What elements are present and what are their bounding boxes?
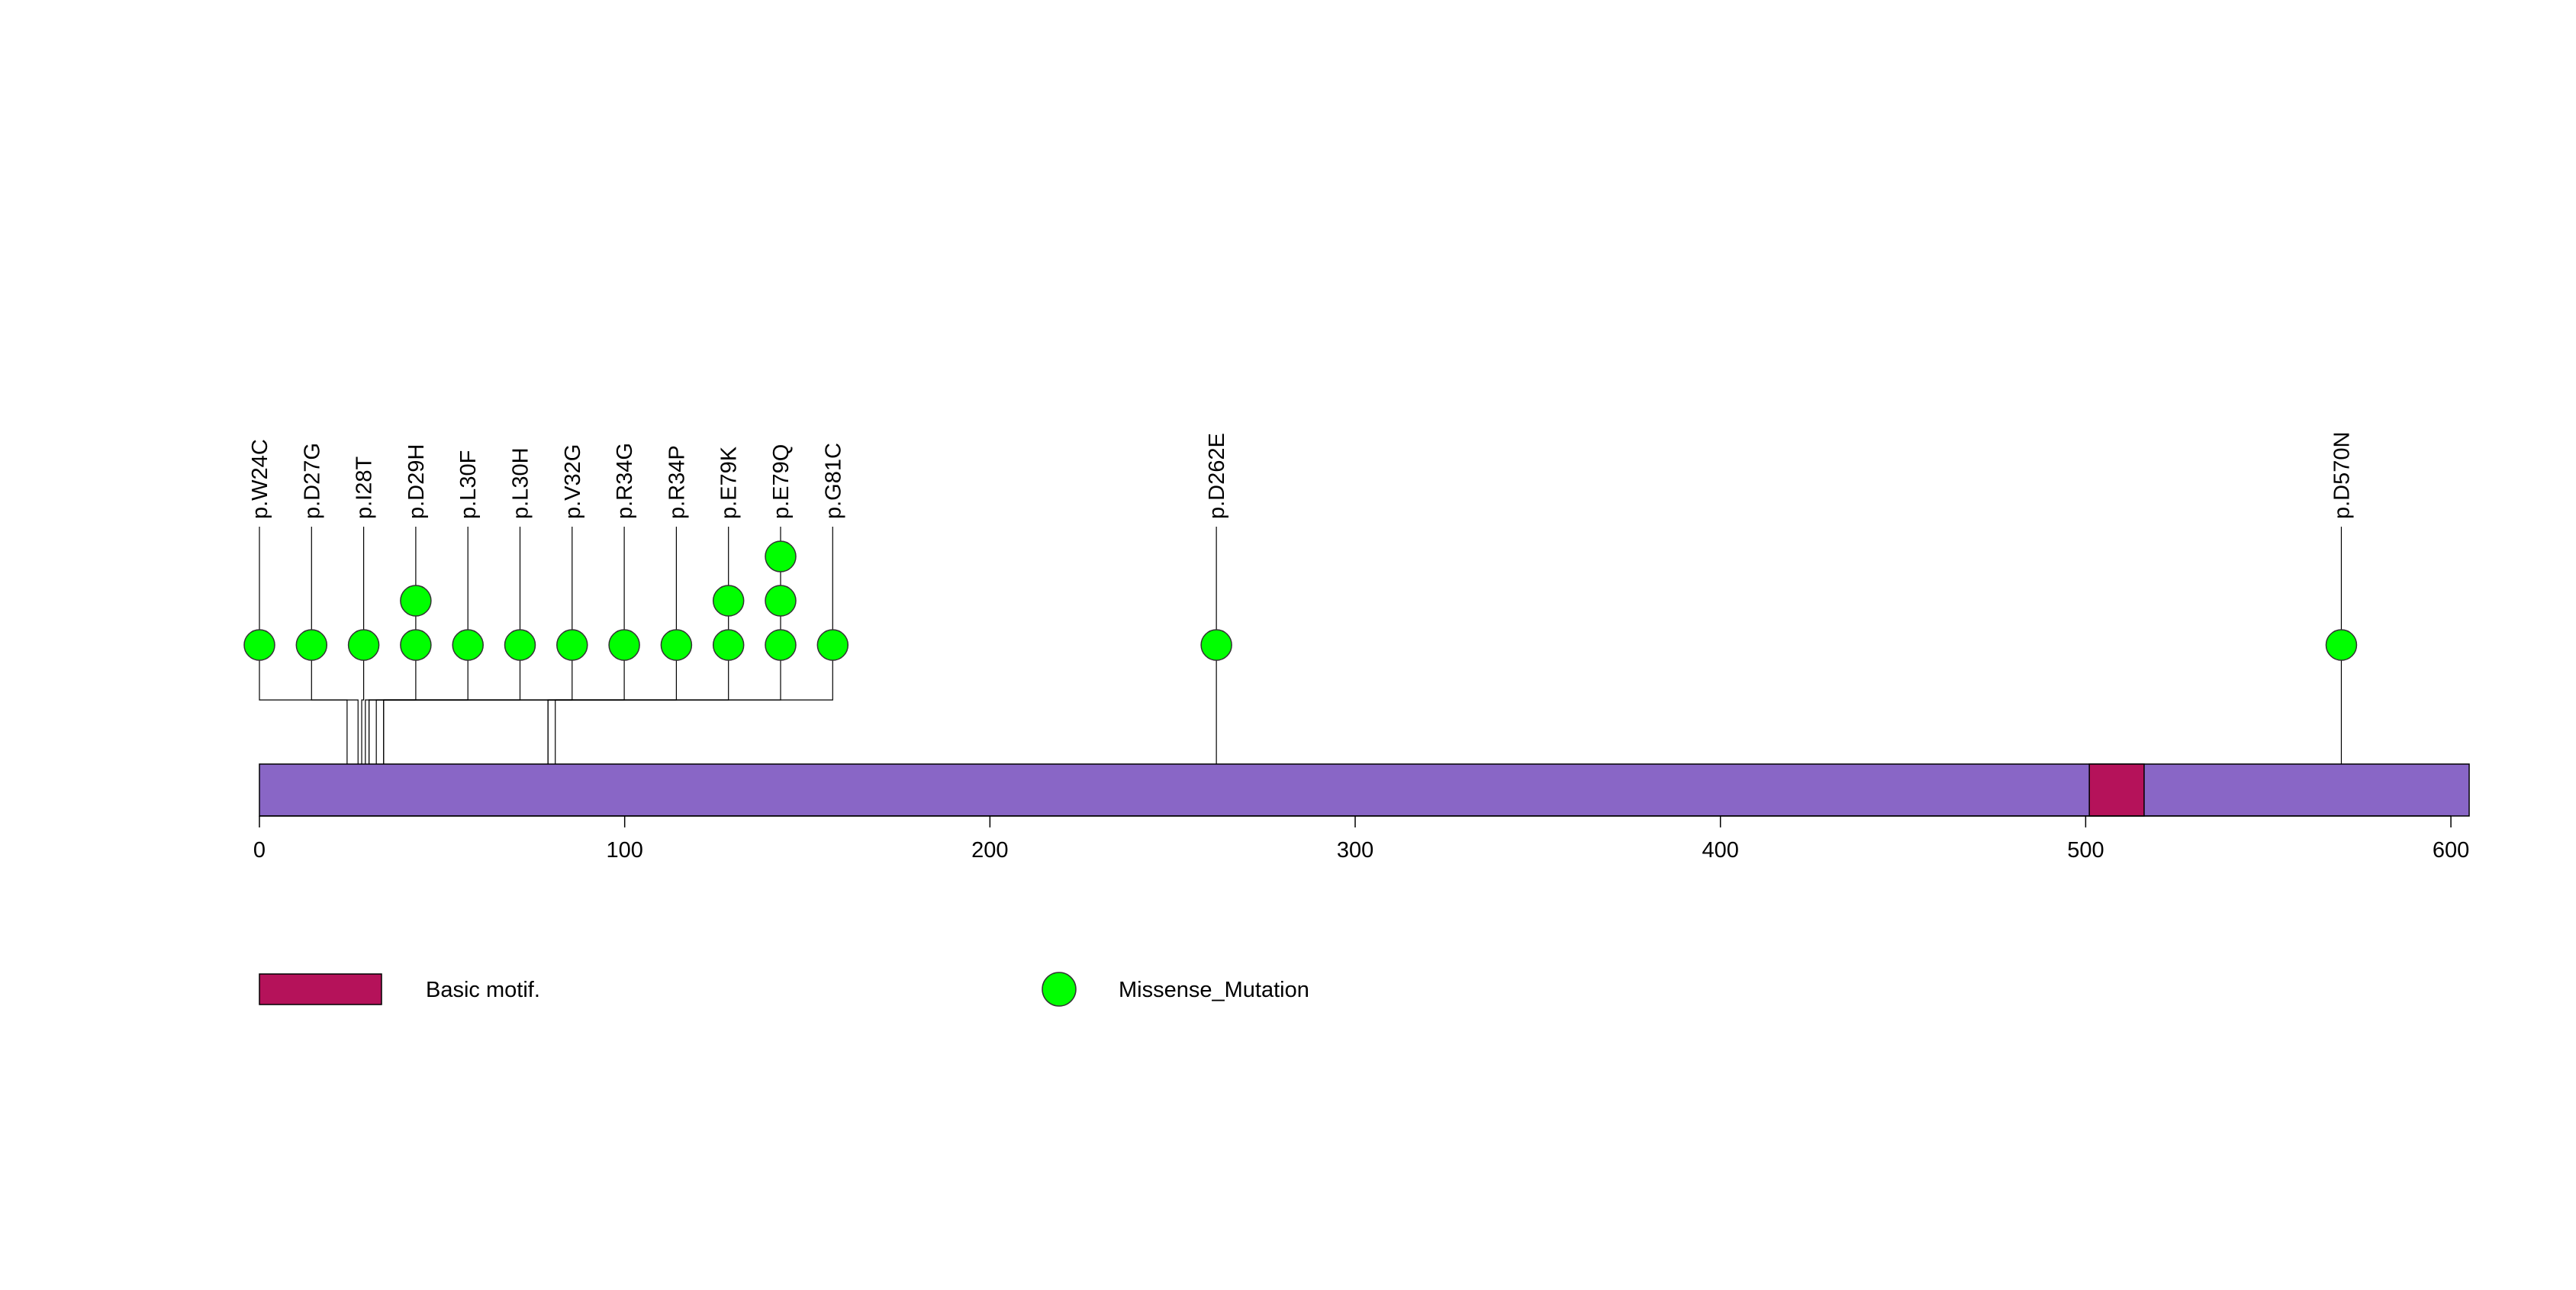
x-tick-label: 300 (1337, 838, 1373, 863)
mutation-point (504, 629, 536, 661)
mutation-point (400, 629, 432, 661)
x-tick-label: 100 (606, 838, 642, 863)
mutation-point (712, 585, 745, 617)
legend-domain-label: Basic motif. (426, 978, 540, 1002)
mutation-point (660, 629, 693, 661)
mutation-connector (383, 527, 678, 816)
protein-track (259, 763, 2470, 817)
mutation-point (295, 629, 328, 661)
mutation-connector (361, 527, 365, 816)
mutation-point (1200, 629, 1232, 661)
legend-mutation-swatch (1042, 972, 1077, 1007)
mutation-connector (555, 527, 833, 816)
legend-domain-swatch (259, 973, 382, 1005)
mutation-point (816, 629, 849, 661)
mutation-label: p.D262E (1205, 433, 1229, 519)
x-tick-label: 0 (253, 838, 266, 863)
x-tick-label: 600 (2433, 838, 2469, 863)
mutation-point (765, 540, 797, 572)
mutation-connector (311, 527, 359, 816)
mutation-label: p.G81C (821, 443, 845, 519)
mutation-point (765, 585, 797, 617)
mutation-label: p.V32G (561, 444, 585, 519)
mutation-point (2325, 629, 2358, 661)
mutation-label: p.R34P (665, 445, 689, 519)
mutation-label: p.E79Q (769, 444, 794, 519)
x-tick-label: 500 (2067, 838, 2104, 863)
legend-mutation-label: Missense_Mutation (1119, 978, 1309, 1002)
mutation-point (608, 629, 640, 661)
mutation-label: p.D27G (300, 443, 324, 519)
x-tick-label: 200 (971, 838, 1008, 863)
mutation-point (452, 629, 484, 661)
mutation-point (765, 629, 797, 661)
mutation-point (712, 629, 745, 661)
mutation-point (400, 585, 432, 617)
x-axis: 0 100 200 300 400 500 600 (253, 815, 2469, 863)
mutation-point (243, 629, 275, 661)
connector-lines (259, 527, 2343, 816)
mutation-label: p.I28T (353, 456, 377, 519)
mutation-point (347, 629, 380, 661)
mutation-label: p.W24C (248, 439, 272, 519)
mutation-connector (259, 527, 348, 816)
mutation-label: p.D29H (404, 444, 429, 519)
mutation-markers: p.W24C p.D27G p.I28T p.D29H p.L30F p.L30H p.V3… (243, 432, 2358, 661)
domain-basic-motif (2088, 763, 2145, 817)
mutation-label: p.L30H (509, 447, 533, 519)
mutation-label: p.D570N (2330, 432, 2354, 519)
x-tick-label: 400 (1702, 838, 1739, 863)
mutation-label: p.L30F (456, 450, 481, 519)
mutation-label: p.E79K (717, 446, 742, 519)
mutation-point (556, 629, 588, 661)
mutation-label: p.R34G (613, 443, 637, 519)
legend: Basic motif. Missense_Mutation (259, 972, 1309, 1007)
